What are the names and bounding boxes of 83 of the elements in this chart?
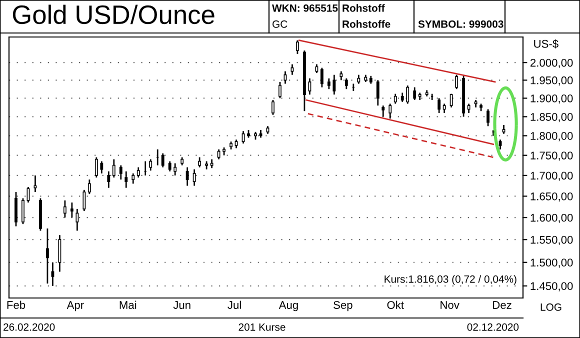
y-tick-label: 1.750,00 bbox=[530, 152, 573, 161]
annotation: Kurs:1.816,03 (0,72 / 0,04%) bbox=[384, 275, 516, 285]
y-tick-label: 1.550,00 bbox=[530, 236, 573, 246]
text: 02.12.2020 bbox=[467, 323, 519, 331]
x-tick-label: Feb bbox=[7, 300, 26, 309]
candlestick bbox=[82, 189, 86, 212]
candlestick bbox=[119, 164, 122, 180]
candlestick bbox=[94, 156, 98, 178]
candlestick bbox=[63, 200, 66, 218]
y-tick-label: 1.950,00 bbox=[530, 76, 573, 86]
candlestick bbox=[486, 108, 490, 127]
y-axis-title: US-$ bbox=[534, 39, 558, 48]
candlestick bbox=[442, 103, 446, 114]
y-tick-label: 1.900,00 bbox=[530, 94, 573, 104]
y-tick-label: 1.650,00 bbox=[530, 192, 573, 202]
candlestick bbox=[320, 67, 324, 88]
candlestick bbox=[46, 228, 49, 284]
candlestick bbox=[51, 262, 54, 287]
text: SYMBOL: 999003 bbox=[418, 20, 504, 28]
candlestick bbox=[376, 79, 380, 106]
y-tick-label: 1.700,00 bbox=[530, 172, 573, 181]
candlestick bbox=[413, 86, 416, 101]
candlestick bbox=[192, 168, 196, 186]
candlestick bbox=[76, 208, 79, 232]
text: GC bbox=[272, 20, 288, 28]
candlestick bbox=[308, 78, 312, 96]
candlestick bbox=[332, 74, 336, 96]
text: 26.02.2020 bbox=[4, 323, 55, 331]
x-tick-label: Okt bbox=[387, 300, 404, 309]
candlestick bbox=[278, 81, 282, 99]
candlestick bbox=[58, 234, 62, 272]
candlestick bbox=[70, 202, 74, 218]
candlestick bbox=[112, 158, 116, 178]
candlestick bbox=[14, 191, 18, 227]
y-tick-label: 2.000,00 bbox=[530, 58, 573, 68]
x-tick-label: Sep bbox=[334, 301, 352, 312]
y-tick-label: 1.800,00 bbox=[530, 132, 573, 142]
candlestick bbox=[455, 74, 458, 90]
candlestick bbox=[100, 160, 104, 174]
candlestick bbox=[388, 103, 392, 120]
candlestick bbox=[132, 172, 135, 184]
candlestick bbox=[344, 78, 348, 90]
candlestick bbox=[498, 138, 502, 150]
candlestick bbox=[124, 170, 128, 189]
candlestick bbox=[327, 78, 330, 90]
x-tick-label: Nov bbox=[440, 301, 460, 309]
candlestick bbox=[467, 103, 470, 114]
chart-title: Gold USD/Ounce bbox=[12, 4, 214, 24]
y-tick-label: 1.450,00 bbox=[530, 282, 573, 292]
candlestick bbox=[136, 166, 140, 178]
candlestick bbox=[26, 186, 30, 204]
candlestick bbox=[400, 92, 404, 103]
y-tick-label: 1.500,00 bbox=[530, 258, 573, 268]
candlestick bbox=[272, 99, 274, 116]
x-tick-label: Mai bbox=[120, 300, 136, 309]
candlestick bbox=[107, 170, 110, 189]
candlestick bbox=[186, 166, 189, 186]
text: WKN: 965515 bbox=[272, 4, 338, 12]
x-tick-label: Jun bbox=[173, 301, 190, 309]
text: 201 Kurse bbox=[238, 323, 286, 331]
text: LOG bbox=[540, 303, 562, 311]
candlestick bbox=[22, 198, 24, 225]
candlestick bbox=[394, 93, 397, 104]
y-tick-label: 1.850,00 bbox=[530, 112, 573, 122]
candlestick bbox=[382, 104, 385, 118]
text: Rohstoffe bbox=[342, 20, 390, 28]
candlestick bbox=[168, 160, 172, 172]
candlestick bbox=[88, 178, 91, 195]
candlestick bbox=[174, 162, 177, 176]
candlestick bbox=[217, 148, 220, 160]
candlestick bbox=[149, 158, 152, 172]
x-tick-label: Aug bbox=[278, 301, 298, 312]
candlestick bbox=[438, 98, 441, 114]
x-tick-label: Dez bbox=[493, 301, 512, 309]
candlestick bbox=[450, 93, 453, 108]
candlestick bbox=[161, 152, 164, 168]
text: Rohstoff bbox=[342, 4, 385, 12]
y-tick-label: 1.600,00 bbox=[530, 214, 573, 223]
candlestick bbox=[406, 84, 410, 104]
x-tick-label: Apr bbox=[66, 301, 84, 312]
x-tick-label: Jul bbox=[228, 300, 241, 309]
candlestick bbox=[296, 40, 299, 55]
candlestick bbox=[198, 156, 202, 168]
